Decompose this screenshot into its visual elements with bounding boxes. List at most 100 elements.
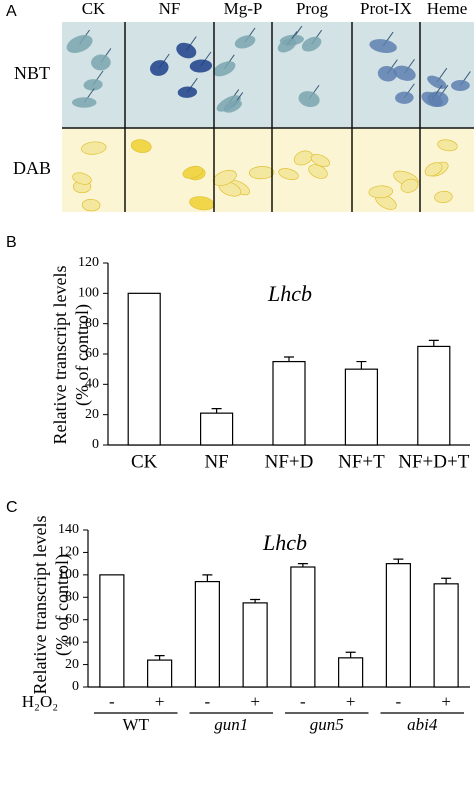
error-bar (428, 339, 439, 347)
leaf (81, 198, 101, 212)
y-tick-label: 60 (85, 346, 99, 361)
error-bar (345, 651, 356, 658)
row-label: DAB (13, 158, 51, 178)
error-bar (250, 598, 261, 603)
error-bar (284, 356, 294, 362)
y-axis-label: Relative transcript levels (30, 516, 50, 695)
y-axis-label: Relative transcript levels (50, 266, 70, 445)
x-tick-label: NF+T (338, 451, 385, 472)
leaf (177, 86, 198, 98)
leaf (91, 54, 111, 71)
bar (194, 580, 220, 688)
x-tick-label: CK (131, 451, 158, 472)
leaf (450, 79, 470, 91)
leaf (393, 65, 416, 81)
x-tick-label: - (300, 692, 306, 711)
leaf (434, 190, 453, 204)
group-label: abi4 (407, 715, 438, 734)
leaf (248, 166, 275, 180)
column-header: CK (82, 0, 106, 18)
leaf (395, 91, 414, 104)
leaf (130, 139, 152, 153)
column-header: Mg-P (224, 0, 263, 18)
y-tick-label: 60 (65, 612, 79, 627)
panel-label: A (6, 3, 17, 20)
leaf (81, 141, 107, 155)
leaf (189, 59, 213, 73)
x-tick-label: - (109, 692, 115, 711)
leaf (149, 60, 169, 76)
y-tick-label: 80 (85, 316, 99, 331)
error-bar (356, 360, 367, 370)
column-header: Prog (296, 0, 329, 18)
leaf (301, 36, 322, 52)
y-tick-label: 120 (78, 255, 99, 270)
group-label: gun5 (310, 715, 344, 734)
error-bar (297, 563, 308, 568)
x-tick-label: + (346, 692, 356, 711)
x-tick-label: NF (204, 451, 228, 472)
panel-label: C (6, 499, 18, 516)
panel-label: B (6, 234, 17, 251)
leaf (66, 34, 93, 54)
error-bar (211, 408, 222, 414)
leaf (298, 91, 320, 108)
leaf (72, 172, 92, 185)
column-header: Heme (427, 0, 468, 18)
bar (147, 659, 173, 688)
leaf (277, 38, 297, 53)
bar (99, 574, 125, 688)
x-tick-label: - (205, 692, 211, 711)
row-label: NBT (14, 63, 50, 83)
leaf (308, 164, 328, 179)
column-header: Prot-IX (360, 0, 412, 18)
bar (433, 583, 459, 688)
y-axis-label: (% of control) (72, 304, 93, 406)
y-tick-label: 20 (65, 657, 79, 672)
bar (417, 345, 451, 446)
x-tick-label: NF+D+T (398, 451, 469, 472)
bar (242, 602, 268, 688)
error-bar (154, 655, 165, 661)
chart-title: Lhcb (267, 281, 312, 306)
y-tick-label: 40 (85, 377, 99, 392)
bar (127, 292, 161, 446)
leaf (368, 185, 394, 199)
y-axis-label: (% of control) (52, 554, 73, 656)
y-tick-label: 80 (65, 590, 79, 605)
leaf (176, 42, 197, 59)
error-bar (393, 558, 404, 564)
error-bar (441, 577, 452, 584)
bar (338, 657, 364, 688)
chart-title: Lhcb (262, 530, 307, 555)
x-tick-label: + (155, 692, 165, 711)
y-tick-label: 40 (65, 634, 79, 649)
treatment-label: H₂O₂ (22, 692, 58, 711)
leaf (213, 61, 236, 77)
error-bar (202, 574, 213, 582)
y-tick-label: 0 (72, 679, 79, 694)
y-tick-label: 100 (58, 567, 79, 582)
leaf (182, 165, 204, 179)
x-tick-label: NF+D (265, 451, 314, 472)
group-label: gun1 (214, 715, 248, 734)
leaf (293, 150, 313, 166)
x-tick-label: - (396, 692, 402, 711)
leaf (71, 97, 97, 108)
bar (272, 360, 306, 446)
leaf (400, 178, 419, 193)
leaf (369, 39, 397, 53)
bar (200, 412, 234, 446)
column-header: NF (159, 0, 181, 18)
leaf (278, 168, 299, 180)
bar (290, 566, 316, 688)
y-tick-label: 100 (78, 286, 99, 301)
leaf (421, 91, 443, 107)
y-tick-label: 120 (58, 545, 79, 560)
leaf (234, 35, 256, 49)
bar (385, 563, 411, 688)
x-tick-label: + (250, 692, 260, 711)
x-tick-label: + (441, 692, 451, 711)
leaf (83, 79, 103, 91)
group-label: WT (123, 715, 150, 734)
